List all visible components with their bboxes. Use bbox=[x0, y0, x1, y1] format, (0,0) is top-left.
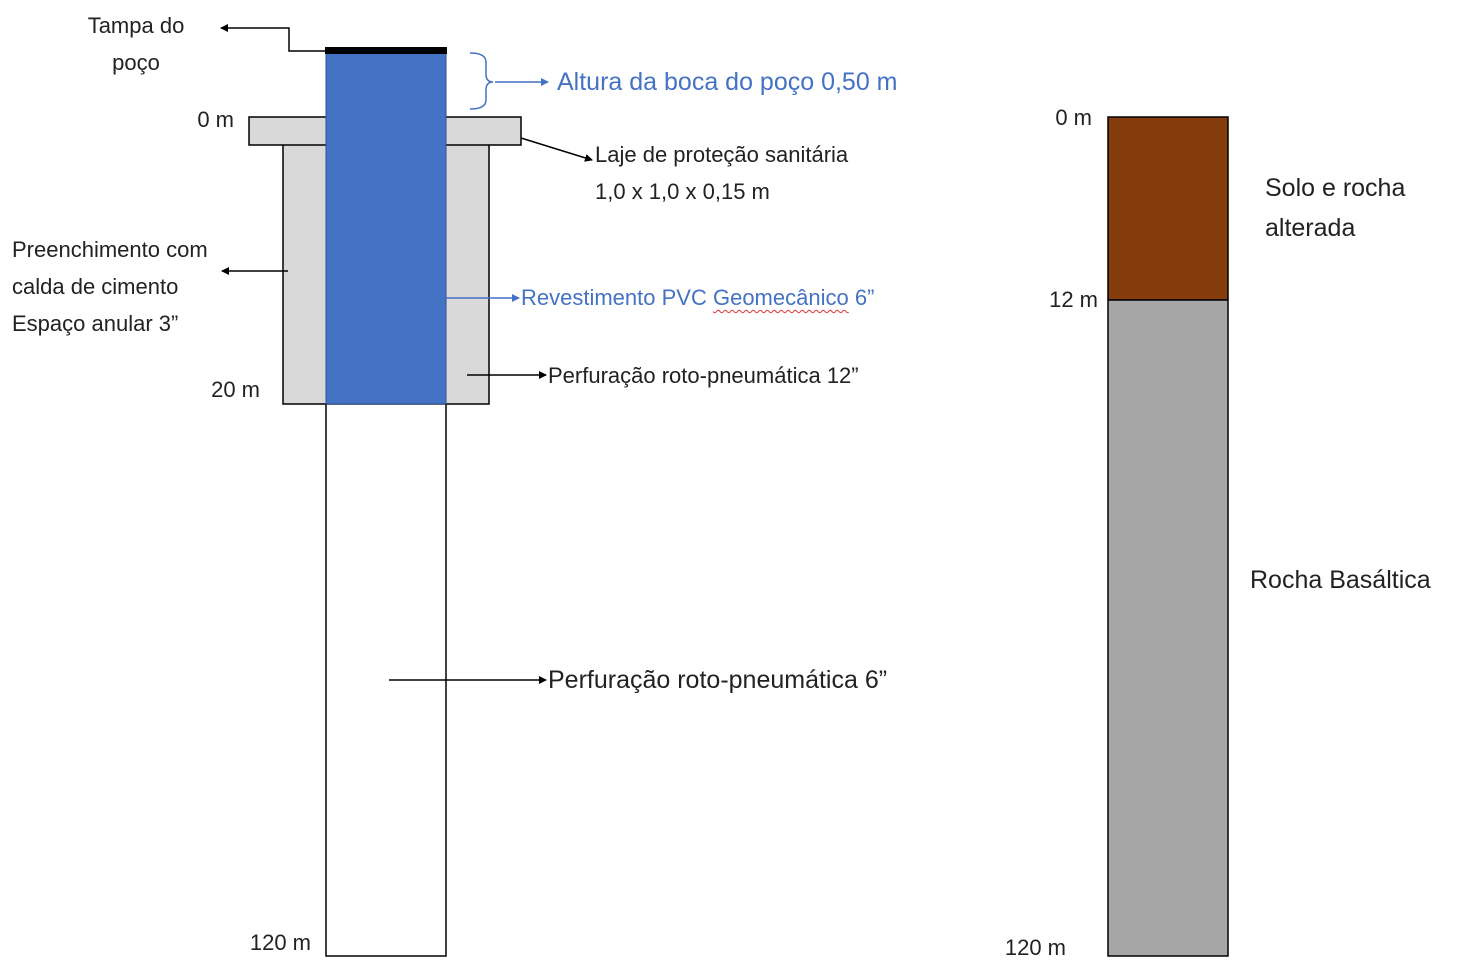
casing-label-word: Geomecânico bbox=[712, 285, 849, 310]
lithology-depth-0-label: 0 m bbox=[1055, 105, 1092, 130]
wellhead-height-brace bbox=[469, 52, 494, 110]
well-depth-120-label: 120 m bbox=[249, 930, 311, 955]
well-cap bbox=[325, 47, 447, 54]
soil-label-line1: Solo e rocha bbox=[1265, 174, 1406, 202]
slab-label-line1: Laje de proteção sanitária bbox=[595, 142, 849, 167]
grout-label-line2: calda de cimento bbox=[12, 274, 179, 299]
grout-label-line1: Preenchimento com bbox=[12, 237, 208, 262]
slab-leader-arrow bbox=[520, 137, 593, 162]
well-depth-20-label: 20 m bbox=[211, 377, 260, 402]
cap-leader-arrow bbox=[220, 24, 325, 52]
casing-label: Revestimento PVC Geomecânico 6” bbox=[521, 279, 874, 316]
grout-label-line3: Espaço anular 3” bbox=[12, 311, 179, 336]
pvc-casing bbox=[325, 52, 447, 405]
well-cap-label-line1: Tampa do bbox=[87, 13, 185, 38]
soil-label-line2: alterada bbox=[1265, 214, 1356, 242]
soil-layer bbox=[1107, 116, 1229, 301]
lithology-depth-12-label: 12 m bbox=[1049, 287, 1098, 312]
well-cap-label: Tampa do poço bbox=[66, 7, 206, 81]
casing-label-suffix: 6” bbox=[848, 285, 875, 310]
basalt-label: Rocha Basáltica bbox=[1250, 566, 1431, 594]
lithology-depth-120-label: 120 m bbox=[1004, 935, 1066, 960]
slab-label: Laje de proteção sanitária 1,0 x 1,0 x 0… bbox=[595, 136, 848, 210]
basalt-layer bbox=[1107, 299, 1229, 957]
slab-label-line2: 1,0 x 1,0 x 0,15 m bbox=[595, 179, 770, 204]
well-cap-label-line2: poço bbox=[112, 50, 160, 75]
drilling-6-label: Perfuração roto-pneumática 6” bbox=[548, 666, 888, 694]
grout-label: Preenchimento com calda de cimento Espaç… bbox=[12, 231, 208, 342]
soil-label: Solo e rocha alterada bbox=[1265, 168, 1405, 248]
well-depth-0-label: 0 m bbox=[197, 107, 234, 132]
casing-label-prefix: Revestimento PVC bbox=[521, 285, 713, 310]
drilling-12-label: Perfuração roto-pneumática 12” bbox=[548, 363, 859, 388]
wellhead-height-label: Altura da boca do poço 0,50 m bbox=[557, 68, 898, 96]
